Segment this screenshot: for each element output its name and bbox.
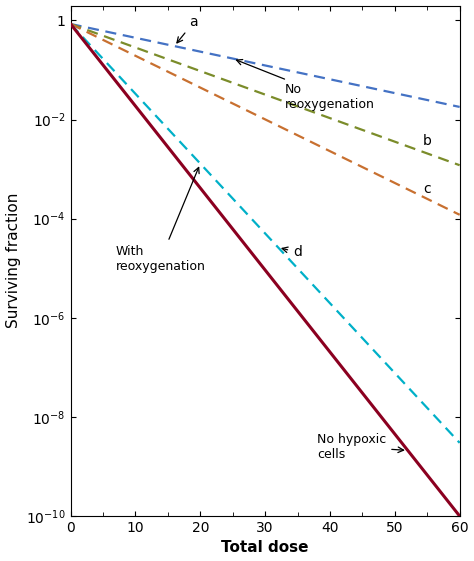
- Text: d: d: [282, 245, 302, 259]
- Text: No
reoxygenation: No reoxygenation: [237, 59, 374, 111]
- Text: No hypoxic
cells: No hypoxic cells: [317, 433, 403, 461]
- Text: b: b: [423, 134, 432, 148]
- X-axis label: Total dose: Total dose: [221, 540, 309, 555]
- Text: With
reoxygenation: With reoxygenation: [116, 167, 206, 273]
- Text: c: c: [423, 182, 431, 196]
- Y-axis label: Surviving fraction: Surviving fraction: [6, 193, 20, 329]
- Text: a: a: [177, 15, 198, 43]
